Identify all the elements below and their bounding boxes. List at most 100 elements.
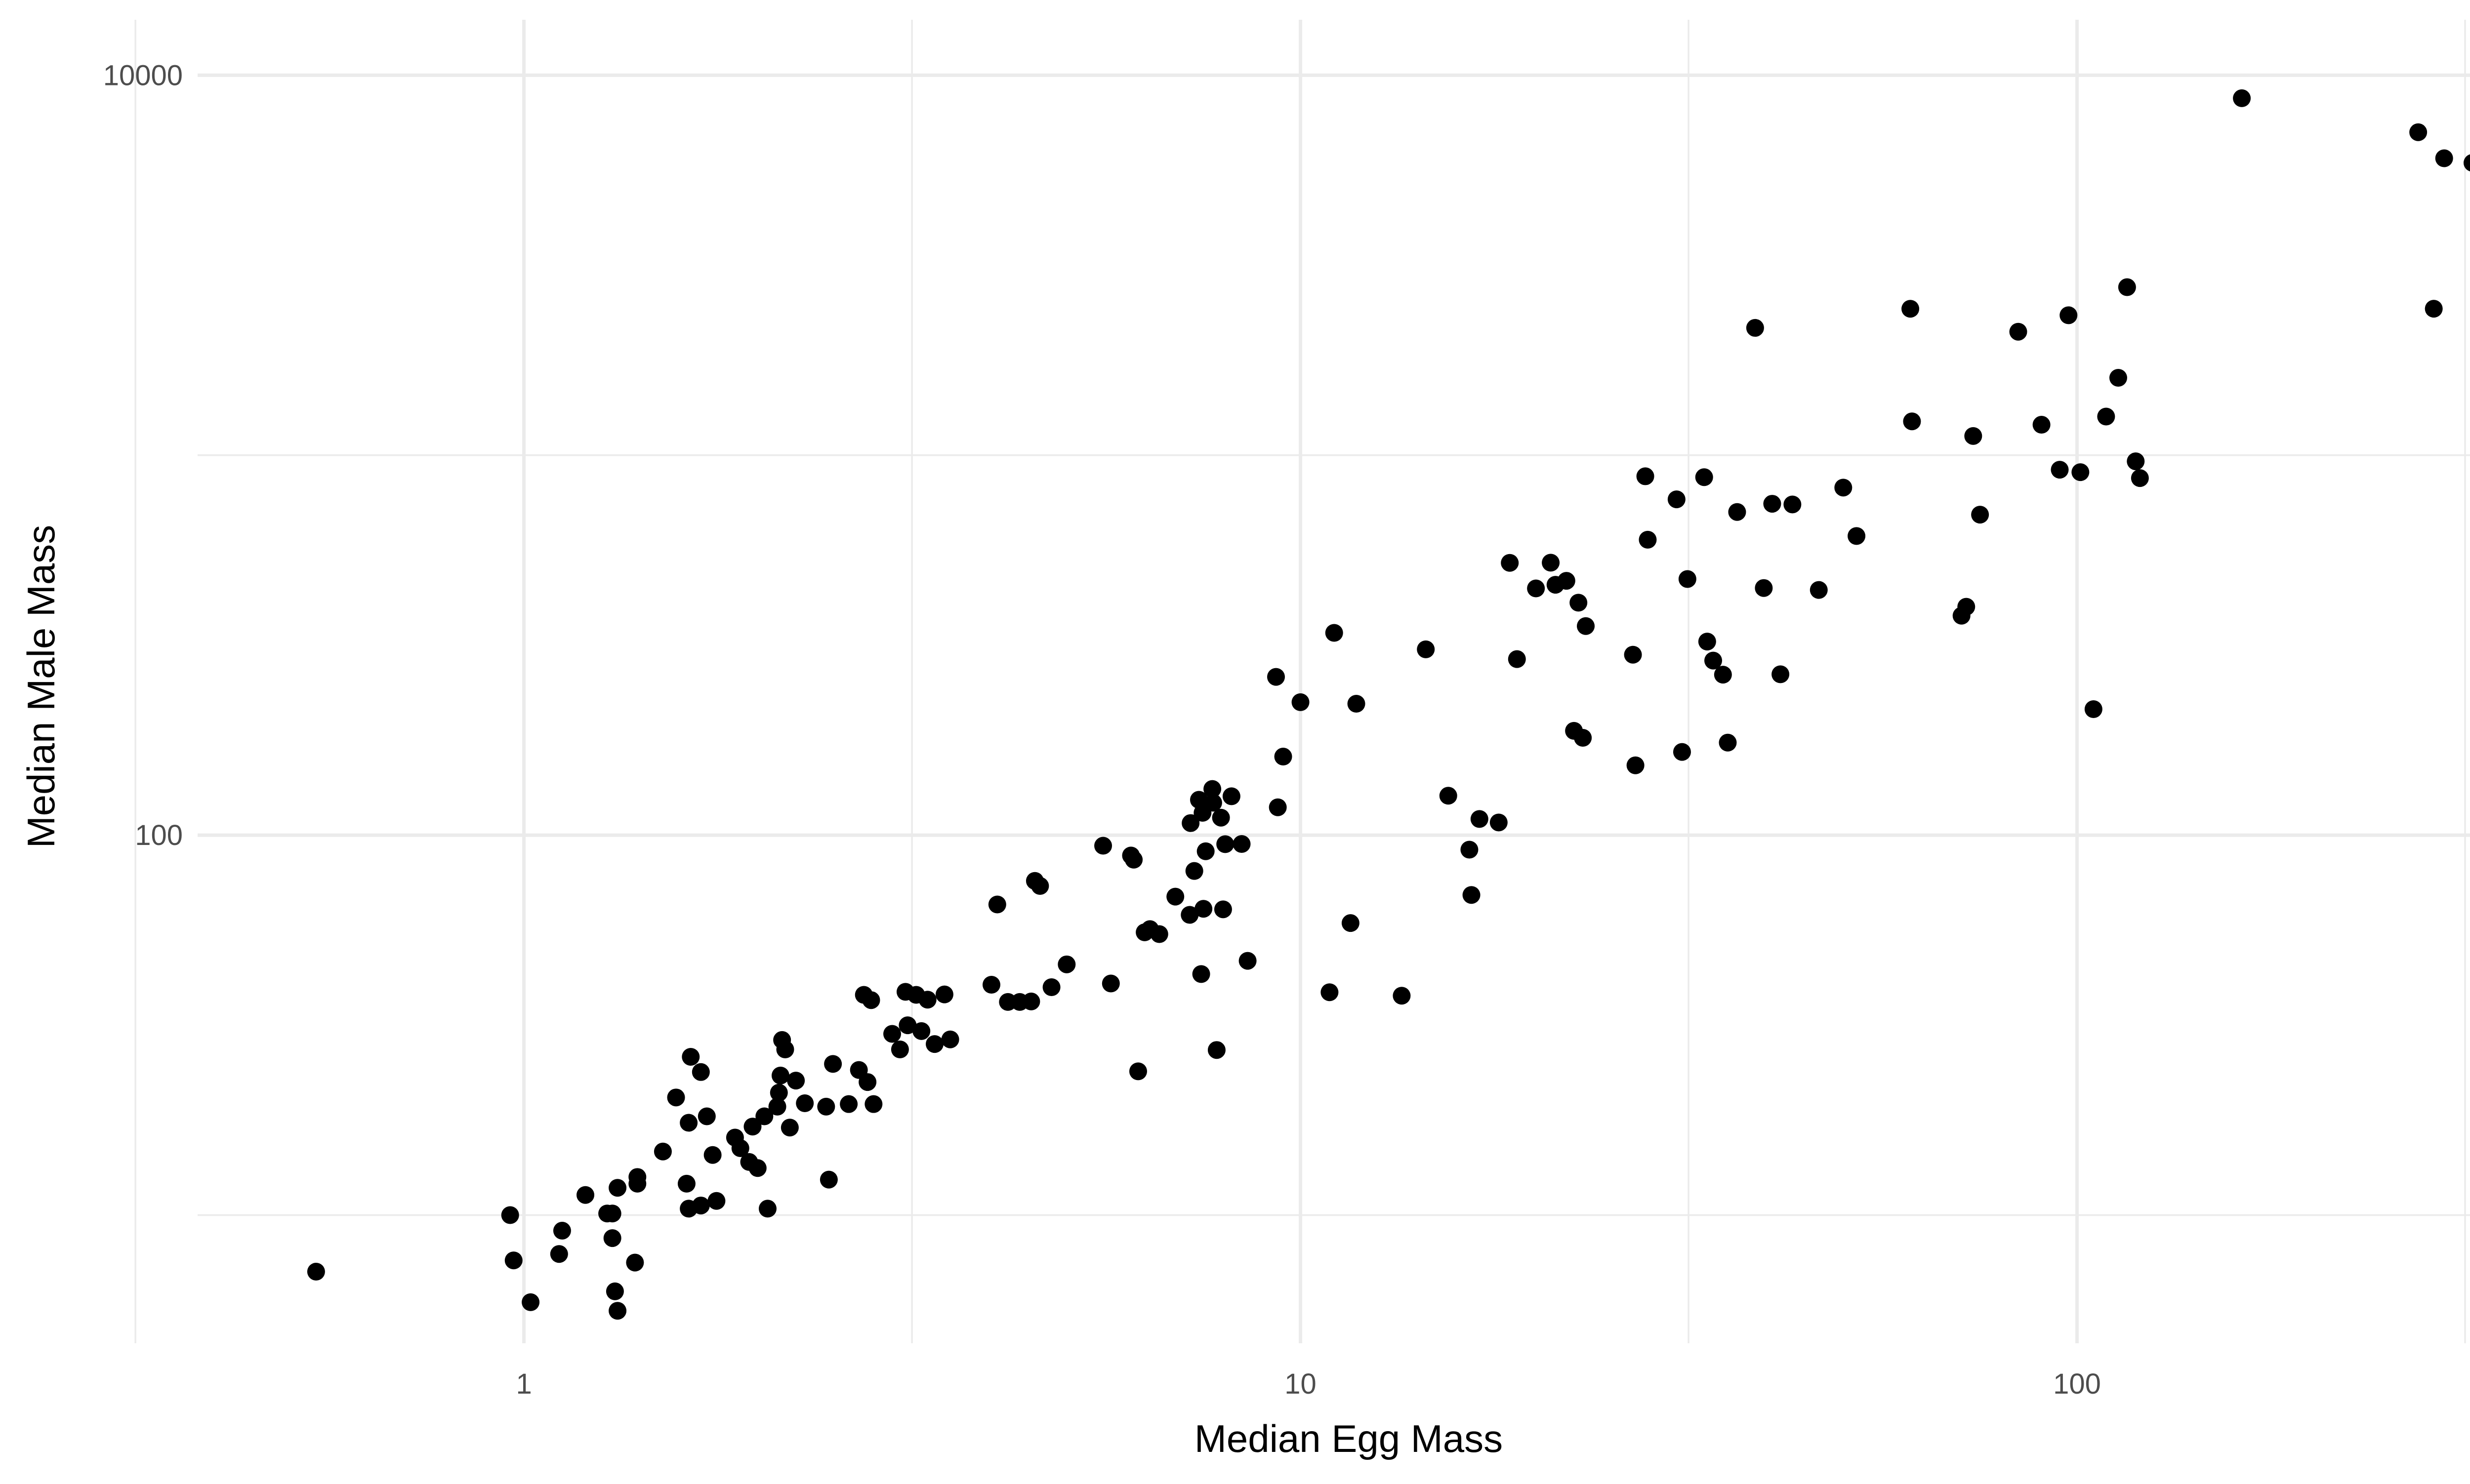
y-tick-label: 100: [135, 819, 183, 851]
data-point: [2009, 322, 2027, 341]
data-point: [501, 1206, 519, 1224]
data-point: [1508, 650, 1526, 668]
data-point: [1574, 729, 1592, 747]
data-point: [743, 1118, 762, 1136]
points-layer: [307, 89, 2470, 1320]
data-point: [1233, 835, 1251, 853]
data-point: [1678, 570, 1696, 588]
data-point: [2051, 461, 2069, 479]
data-point: [1347, 694, 1365, 713]
data-point: [550, 1245, 568, 1263]
data-point: [1269, 798, 1287, 816]
x-axis-title: Median Egg Mass: [1194, 1417, 1503, 1460]
data-point: [1341, 914, 1359, 932]
data-point: [1771, 665, 1790, 683]
x-tick-label: 10: [1284, 1368, 1317, 1400]
data-point: [817, 1097, 835, 1116]
data-point: [1222, 787, 1240, 805]
data-point: [1166, 887, 1185, 906]
data-point: [1291, 693, 1310, 711]
data-point: [2032, 416, 2051, 434]
data-point: [606, 1282, 624, 1300]
data-point: [899, 1016, 917, 1035]
data-point: [1698, 633, 1716, 651]
data-point: [609, 1302, 627, 1320]
data-point: [654, 1142, 672, 1161]
data-point: [609, 1179, 627, 1197]
data-point: [1626, 756, 1645, 774]
data-point: [731, 1139, 749, 1158]
data-point: [1216, 835, 1235, 853]
data-point: [1971, 506, 1989, 524]
x-tick-label: 1: [516, 1368, 532, 1400]
data-point: [1267, 668, 1285, 686]
data-point: [1393, 987, 1411, 1005]
ticks-layer: 1 10 100 100 10000: [103, 59, 2101, 1400]
data-point: [982, 976, 1000, 994]
data-point: [840, 1095, 858, 1113]
data-point: [891, 1040, 909, 1058]
data-point: [626, 1253, 644, 1272]
data-point: [1577, 617, 1595, 635]
data-point: [682, 1047, 700, 1066]
data-point: [1102, 974, 1120, 993]
data-point: [883, 1025, 902, 1043]
data-point: [770, 1083, 788, 1102]
data-point: [2059, 306, 2078, 324]
data-point: [918, 991, 937, 1009]
data-point: [820, 1170, 838, 1189]
data-point: [1901, 300, 1920, 318]
data-point: [703, 1146, 722, 1164]
data-point: [1181, 906, 1199, 924]
data-point: [1639, 530, 1657, 549]
data-point: [1058, 955, 1076, 973]
data-point: [758, 1200, 777, 1218]
data-point: [504, 1251, 523, 1270]
data-point: [926, 1035, 944, 1053]
data-point: [1150, 925, 1168, 943]
data-point: [1212, 808, 1230, 827]
data-point: [1957, 598, 1976, 616]
data-point: [553, 1222, 571, 1240]
y-axis-title: Median Male Mass: [19, 525, 63, 848]
data-point: [307, 1262, 325, 1281]
data-point: [1783, 495, 1802, 514]
data-point: [1834, 479, 1852, 497]
data-point: [1238, 952, 1257, 970]
data-point: [1755, 579, 1773, 597]
data-point: [2409, 123, 2428, 141]
data-point: [628, 1168, 647, 1186]
data-point: [2463, 154, 2470, 172]
data-point: [522, 1293, 540, 1311]
data-point: [2118, 278, 2136, 296]
data-point: [2071, 463, 2090, 481]
data-point: [1204, 794, 1222, 812]
data-point: [912, 1022, 931, 1040]
data-point: [692, 1197, 710, 1215]
data-point: [1325, 624, 1343, 642]
data-point: [1557, 572, 1575, 590]
data-point: [1763, 495, 1781, 513]
data-point: [1042, 978, 1061, 997]
data-point: [1667, 490, 1686, 509]
data-point: [1207, 1041, 1226, 1059]
data-point: [2127, 452, 2145, 471]
data-point: [1417, 640, 1435, 658]
data-point: [1460, 841, 1479, 859]
data-point: [1728, 503, 1746, 521]
data-point: [677, 1174, 696, 1193]
data-point: [1746, 319, 1764, 337]
x-tick-label: 100: [2053, 1368, 2101, 1400]
data-point: [1462, 886, 1481, 904]
data-point: [1964, 427, 1982, 445]
data-point: [1527, 579, 1545, 598]
data-point: [707, 1192, 726, 1210]
data-point: [698, 1107, 716, 1125]
data-point: [1192, 965, 1210, 983]
data-point: [787, 1072, 805, 1090]
data-point: [941, 1030, 959, 1048]
data-point: [692, 1063, 710, 1081]
data-point: [755, 1107, 774, 1125]
